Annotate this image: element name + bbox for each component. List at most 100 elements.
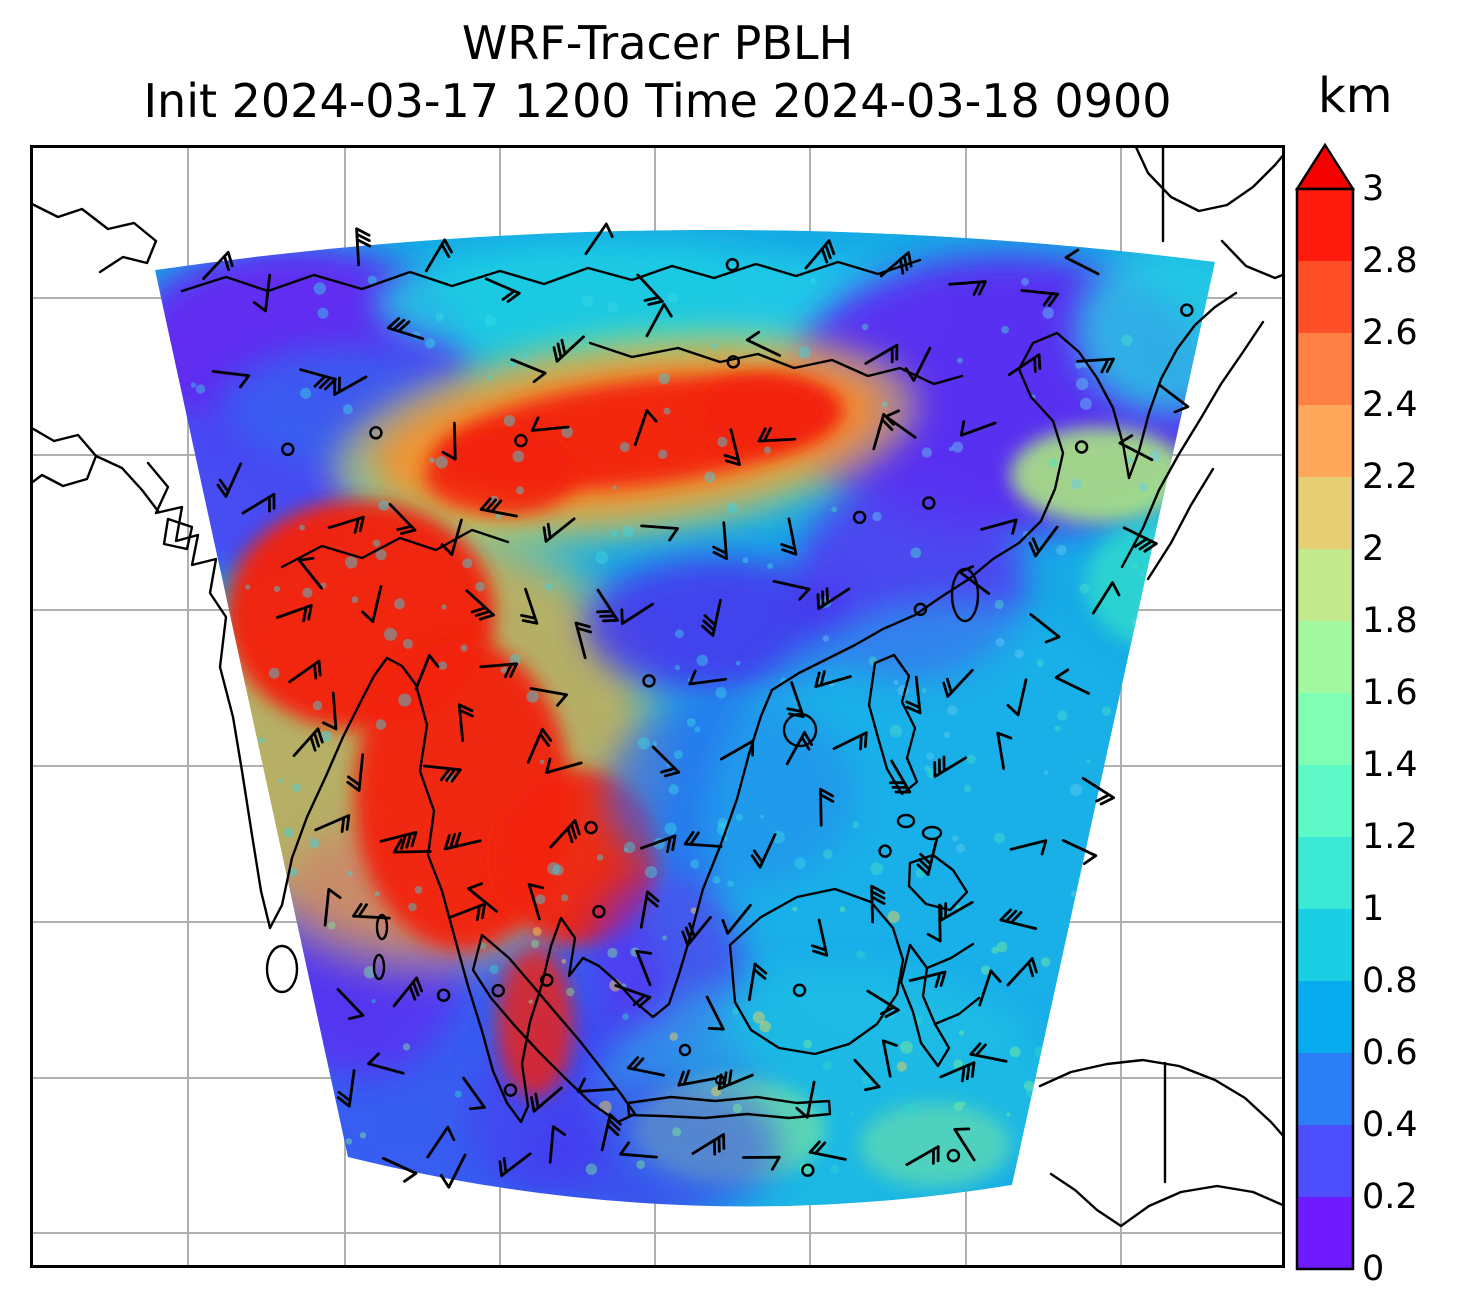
wind-barb — [552, 335, 585, 363]
wind-barb — [576, 1077, 616, 1093]
wind-barb — [336, 1069, 356, 1108]
coastline-mindanao — [907, 853, 969, 912]
calm-wind-circle — [922, 496, 936, 510]
calm-wind-circle — [281, 442, 295, 457]
wind-barb — [211, 370, 251, 389]
wind-barb — [1061, 839, 1098, 865]
coastline-okhotsk — [1133, 145, 1285, 213]
wind-barb — [549, 819, 581, 849]
wind-barb — [745, 330, 782, 357]
colorbar-segment — [1297, 333, 1353, 405]
wind-barb — [1054, 668, 1090, 695]
wind-barb — [808, 1140, 847, 1161]
wind-barb — [819, 787, 835, 827]
colorbar-tick: 0 — [1362, 1249, 1385, 1289]
calm-wind-circle — [584, 820, 598, 835]
wind-barb — [720, 739, 755, 761]
coastline-leftmid-2 — [94, 454, 160, 513]
wind-barb — [635, 949, 653, 987]
wind-barb — [958, 565, 991, 595]
wind-barb — [786, 681, 805, 718]
wind-barb — [584, 222, 614, 256]
wind-barb — [683, 831, 723, 848]
coastline-andaman-2 — [372, 953, 386, 981]
wind-barb — [510, 358, 547, 384]
colorbar-segment — [1297, 1197, 1353, 1269]
calm-wind-circle — [514, 433, 528, 448]
wind-barb — [392, 838, 432, 854]
colorbar-tick: 1 — [1362, 889, 1385, 929]
wind-barb — [542, 517, 576, 543]
coastline-china — [770, 291, 1238, 692]
wind-barb — [520, 587, 539, 625]
coastline-india — [146, 461, 418, 930]
colorbar-segment — [1297, 837, 1353, 909]
wind-barb — [721, 904, 752, 935]
wind-barb — [864, 343, 899, 365]
wind-barb — [440, 518, 463, 557]
colorbar-tick: 2.4 — [1362, 385, 1418, 425]
coastline-sulawesi-arm1 — [933, 996, 981, 1026]
coastline-japan-2 — [1146, 467, 1215, 581]
wind-barb — [620, 602, 654, 625]
wind-barb — [498, 1152, 532, 1177]
wind-barb — [548, 1125, 567, 1164]
wind-barb — [939, 1061, 976, 1083]
wind-barb — [276, 604, 313, 623]
colorbar-segment — [1297, 1053, 1353, 1125]
coastline-visayas-2 — [921, 825, 943, 841]
wind-barb — [723, 428, 741, 466]
colorbar-tick: 1.2 — [1362, 817, 1418, 857]
coastline-gujarat — [162, 517, 194, 551]
wind-barb — [323, 887, 342, 927]
wind-barb — [600, 1113, 622, 1152]
wind-barb — [639, 834, 677, 853]
wind-barb — [424, 238, 453, 273]
wind-barb — [996, 731, 1013, 770]
wind-barb — [942, 668, 974, 698]
wind-barb — [457, 703, 474, 742]
wind-barb — [948, 280, 987, 296]
colorbar-segment — [1297, 261, 1353, 333]
wind-barb — [241, 492, 276, 515]
wind-barb — [677, 1069, 716, 1087]
wind-barb — [691, 1133, 726, 1156]
wind-barb — [705, 995, 725, 1031]
title-line1: WRF-Tracer PBLH — [461, 16, 854, 70]
colorbar-tick: 0.8 — [1362, 961, 1418, 1001]
colorbar-segment — [1297, 1125, 1353, 1197]
wind-barb — [216, 462, 243, 498]
wind-barb — [639, 890, 660, 929]
wind-barb — [346, 753, 365, 792]
border-tibet — [280, 528, 510, 569]
wind-barb — [297, 556, 323, 590]
border-yellow-river — [588, 341, 964, 386]
wind-barb — [881, 1039, 898, 1078]
wind-barb — [810, 918, 829, 957]
wind-barb — [527, 883, 545, 921]
wind-barb — [1020, 289, 1060, 307]
coastline-topleft — [30, 201, 158, 274]
calm-wind-circle — [592, 904, 606, 919]
colorbar-tick: 0.4 — [1362, 1105, 1418, 1145]
wind-barb — [441, 421, 457, 461]
wind-barb — [953, 1127, 976, 1162]
coastline-hainan — [782, 712, 818, 748]
wind-barb — [814, 670, 852, 688]
wind-barb — [688, 669, 727, 686]
calm-wind-circle — [642, 674, 656, 688]
wind-barb — [367, 1052, 405, 1075]
colorbar-segment — [1297, 549, 1353, 621]
calm-wind-circle — [792, 983, 807, 997]
wind-barb — [905, 675, 922, 715]
wind-barb — [785, 731, 813, 766]
coastline-borneo — [728, 887, 905, 1056]
wind-barb — [701, 598, 722, 637]
wind-barb — [681, 915, 712, 947]
calm-wind-circle — [436, 988, 451, 1002]
wind-barb — [926, 903, 942, 943]
coastline-sulawesi-arm2 — [925, 942, 975, 970]
wind-barb — [980, 518, 1018, 535]
colorbar-unit-label: km — [1318, 68, 1393, 124]
wind-barb — [545, 757, 583, 774]
